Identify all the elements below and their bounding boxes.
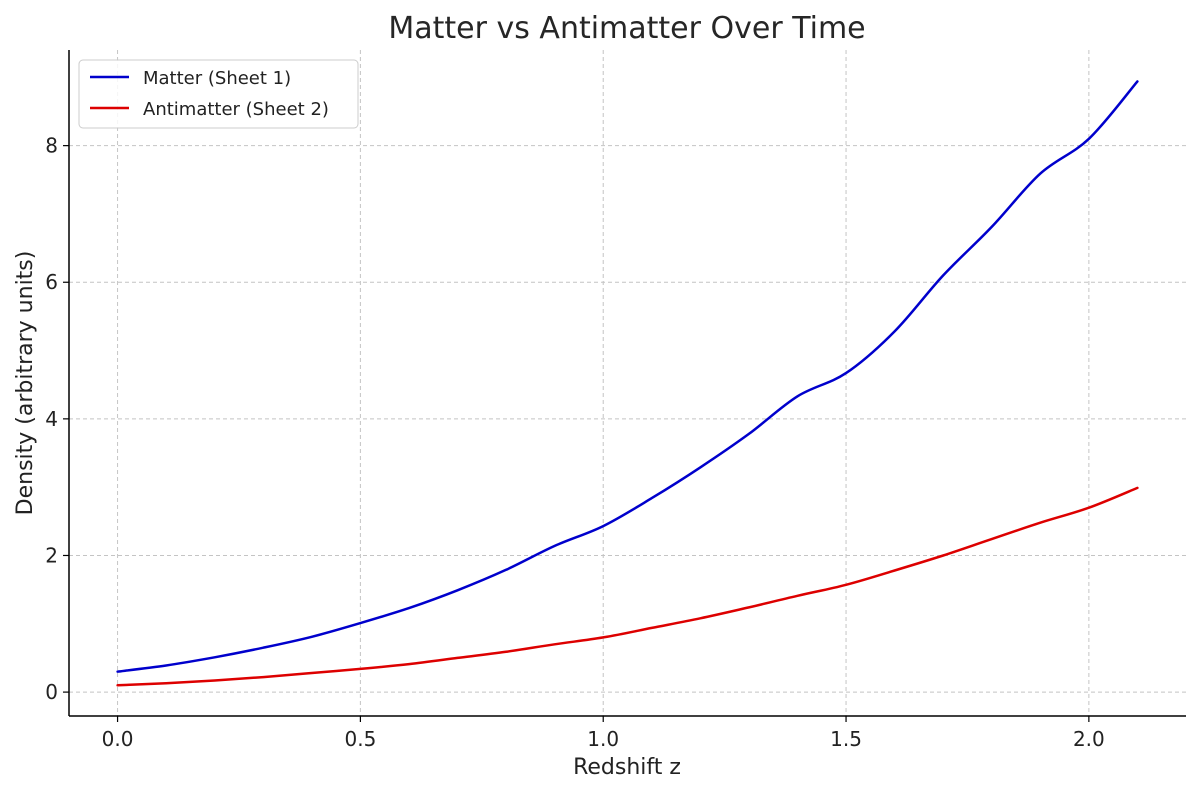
legend-label-antimatter: Antimatter (Sheet 2) [143,99,329,120]
x-tick-label: 0.0 [102,727,134,751]
x-axis-title: Redshift z [573,755,681,780]
y-tick-label: 0 [45,680,58,704]
series-line-antimatter [116,486,1139,687]
x-tick-label: 2.0 [1073,727,1105,751]
series-line-matter [116,80,1139,673]
series-group [116,80,1139,687]
axes [68,50,1186,717]
y-tick-label: 8 [45,134,58,158]
x-tick-label: 0.5 [344,727,376,751]
grid [69,50,1186,716]
y-tick-label: 2 [45,543,58,567]
x-tick-label: 1.0 [587,727,619,751]
y-axis-title: Density (arbitrary units) [13,251,38,516]
ticks: 0.0 0.5 1.0 1.5 2.0 0 2 4 6 8 [45,134,1105,751]
y-tick-label: 4 [45,407,58,431]
x-tick-label: 1.5 [830,727,862,751]
legend-box [78,59,359,129]
chart-title: Matter vs Antimatter Over Time [388,11,865,46]
y-tick-label: 6 [45,270,58,294]
legend: Matter (Sheet 1) Antimatter (Sheet 2) [78,59,359,129]
legend-label-matter: Matter (Sheet 1) [143,68,291,89]
